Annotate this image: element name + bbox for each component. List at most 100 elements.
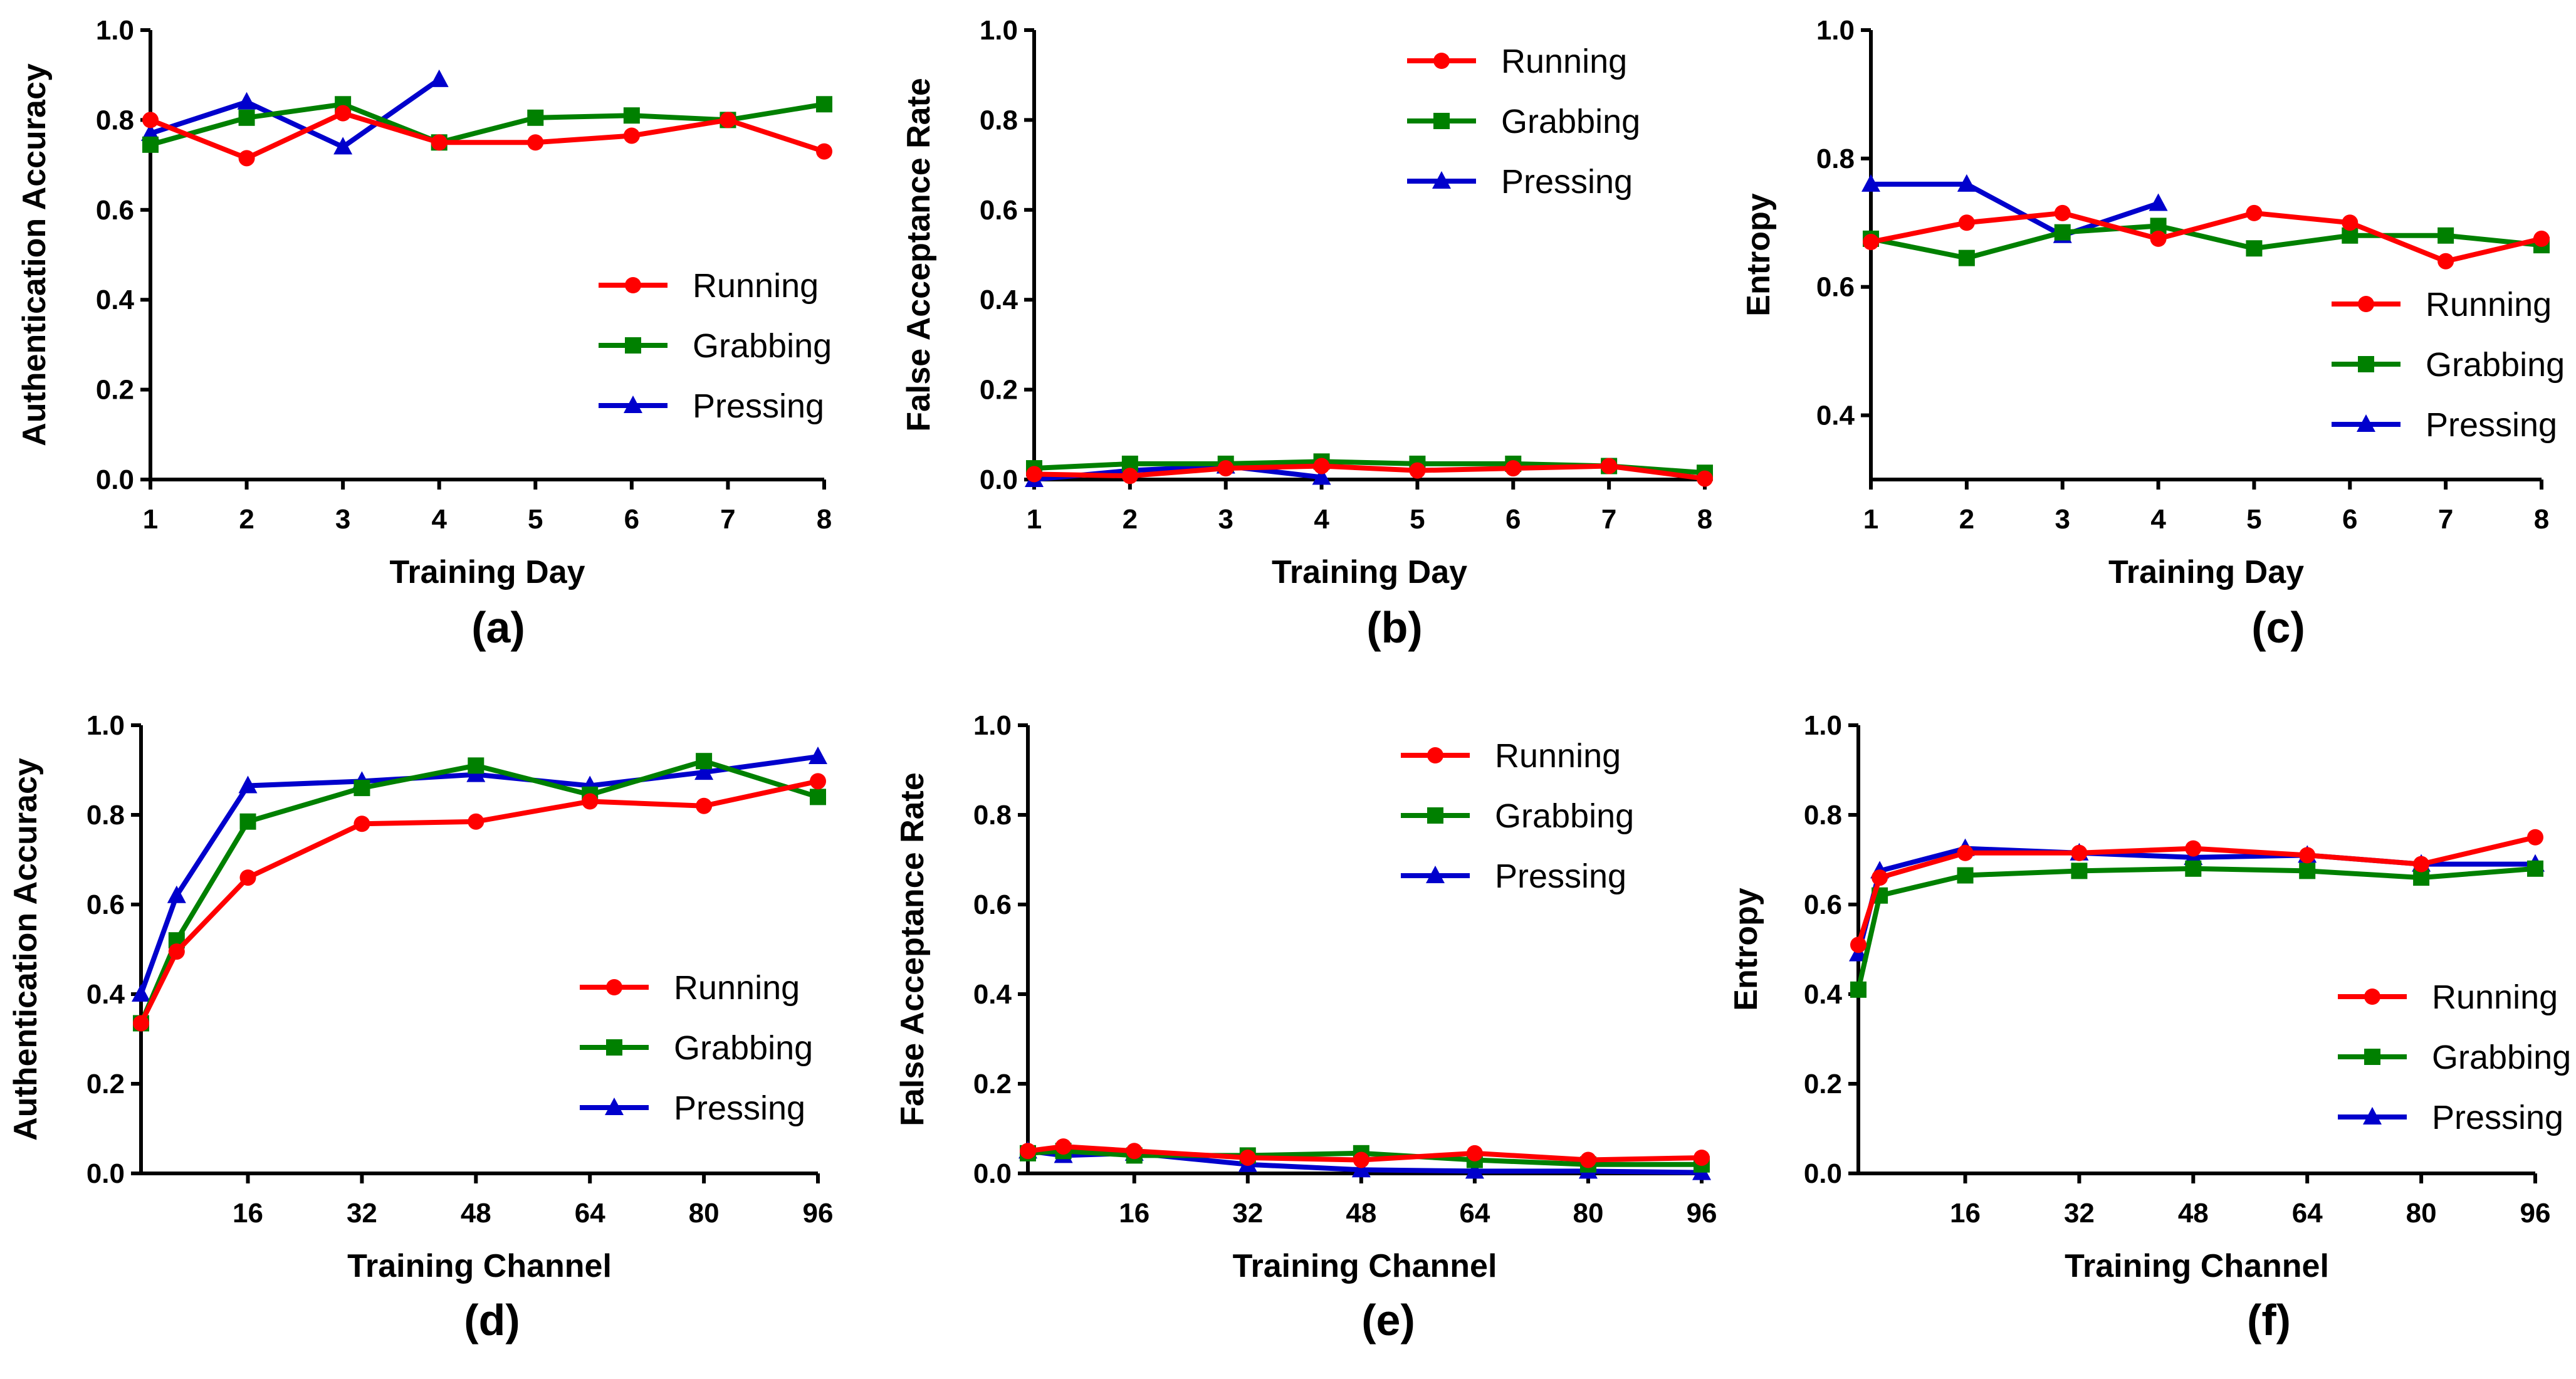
- legend-entry-grabbing: Grabbing: [1401, 797, 1634, 835]
- data-point-pressing: [1861, 174, 1880, 192]
- x-tick-label: 16: [1950, 1198, 1981, 1229]
- x-axis-label: Training Channel: [347, 1248, 612, 1284]
- data-point-running: [2246, 204, 2263, 221]
- data-point-running: [1409, 462, 1426, 479]
- legend-label: Running: [2432, 978, 2558, 1016]
- legend-entry-running: Running: [2332, 286, 2552, 323]
- series-line-grabbing: [1856, 866, 2536, 990]
- y-axis-label: Entropy: [1728, 888, 1764, 1011]
- y-tick-label: 0.2: [973, 1069, 1012, 1099]
- y-axis-label: False Acceptance Rate: [901, 78, 937, 432]
- data-point-running: [1850, 936, 1867, 953]
- legend-entry-running: Running: [2338, 978, 2558, 1016]
- data-point-running: [696, 797, 713, 814]
- data-point-grabbing: [468, 757, 484, 774]
- x-tick-label: 8: [2534, 504, 2549, 535]
- legend-marker: [625, 277, 641, 293]
- x-tick-label: 4: [1314, 504, 1329, 535]
- series-running: [1863, 204, 2550, 270]
- data-point-grabbing: [1850, 981, 1867, 998]
- data-point-grabbing: [2437, 227, 2454, 244]
- series-line-running: [1034, 463, 1705, 481]
- y-tick-label: 0.0: [86, 1158, 125, 1189]
- legend-entry-pressing: Pressing: [580, 1089, 805, 1127]
- x-tick-label: 3: [335, 504, 350, 535]
- legend-marker: [605, 1098, 624, 1115]
- legend-label: Grabbing: [693, 327, 832, 365]
- x-tick-label: 5: [2246, 504, 2261, 535]
- legend-marker: [1433, 113, 1450, 129]
- data-point-pressing: [333, 137, 353, 155]
- legend-entry-pressing: Pressing: [2332, 406, 2557, 444]
- y-tick-label: 0.0: [1804, 1158, 1842, 1189]
- data-point-running: [1126, 1143, 1143, 1160]
- y-tick-label: 0.2: [1804, 1069, 1842, 1099]
- x-tick-label: 4: [431, 504, 447, 535]
- legend-label: Grabbing: [1501, 103, 1640, 140]
- series-line-pressing: [1027, 1148, 1702, 1175]
- x-tick-label: 64: [1459, 1198, 1490, 1229]
- data-point-pressing: [429, 69, 449, 87]
- x-tick-label: 1: [143, 504, 158, 535]
- series-line-grabbing: [1870, 223, 2542, 261]
- legend-label: Running: [693, 267, 819, 305]
- y-tick-label: 0.0: [980, 464, 1018, 495]
- y-tick-label: 1.0: [86, 710, 125, 741]
- data-point-running: [239, 869, 256, 886]
- y-tick-label: 1.0: [1816, 15, 1855, 46]
- data-point-running: [816, 143, 832, 160]
- data-point-running: [1958, 214, 1975, 231]
- y-tick-label: 0.8: [980, 105, 1018, 135]
- legend-label: Grabbing: [2432, 1039, 2571, 1076]
- series-running: [142, 105, 832, 167]
- legend-label: Running: [1495, 737, 1621, 775]
- x-tick-label: 96: [1687, 1198, 1717, 1229]
- y-tick-label: 0.8: [86, 800, 125, 831]
- legend-marker: [2364, 988, 2380, 1005]
- x-tick-label: 1: [1863, 504, 1878, 535]
- legend-label: Grabbing: [674, 1029, 813, 1067]
- data-point-running: [1579, 1151, 1596, 1168]
- x-tick-label: 6: [624, 504, 639, 535]
- y-tick-label: 0.4: [973, 979, 1012, 1010]
- data-point-running: [2437, 253, 2454, 270]
- panel-label: (a): [471, 603, 525, 652]
- x-tick-label: 16: [233, 1198, 263, 1229]
- x-tick-label: 7: [2438, 504, 2453, 535]
- x-tick-label: 6: [1505, 504, 1521, 535]
- data-point-grabbing: [2299, 863, 2316, 879]
- data-point-running: [810, 773, 826, 790]
- series-line-running: [149, 110, 825, 161]
- legend-marker: [606, 1039, 622, 1056]
- series-line-running: [1870, 210, 2542, 264]
- legend-label: Grabbing: [1495, 797, 1634, 835]
- data-point-pressing: [1351, 1160, 1371, 1178]
- y-tick-label: 0.0: [973, 1158, 1012, 1189]
- data-point-running: [1353, 1151, 1369, 1168]
- series-line-grabbing: [139, 758, 819, 1025]
- x-tick-label: 80: [1573, 1198, 1603, 1229]
- chart-panel-d: 0.0 0.2 0.4 0.6 0.8 1.0 16 32 48 64 80 96 Training C…: [8, 710, 833, 1345]
- legend-entry-pressing: Pressing: [2338, 1099, 2563, 1136]
- x-tick-label: 48: [2178, 1198, 2209, 1229]
- x-tick-label: 5: [1410, 504, 1425, 535]
- data-point-grabbing: [238, 109, 255, 126]
- data-point-running: [623, 127, 640, 144]
- y-axis-label: False Acceptance Rate: [894, 772, 931, 1126]
- legend-marker: [1432, 171, 1451, 189]
- series-running: [1020, 1138, 1710, 1168]
- data-point-grabbing: [2246, 240, 2263, 257]
- legend: Running Grabbing Pressing: [1407, 43, 1640, 201]
- legend-entry-grabbing: Grabbing: [1407, 103, 1640, 140]
- panel-label: (e): [1361, 1296, 1415, 1345]
- data-point-running: [720, 112, 736, 128]
- legend-entry-running: Running: [599, 267, 819, 305]
- series-line-pressing: [149, 77, 441, 150]
- data-point-running: [1697, 470, 1713, 487]
- y-tick-label: 0.2: [96, 375, 134, 406]
- y-tick-label: 0.4: [980, 285, 1018, 315]
- data-point-running: [142, 112, 159, 128]
- data-point-grabbing: [810, 789, 826, 805]
- x-tick-label: 48: [461, 1198, 491, 1229]
- legend: Running Grabbing Pressing: [2332, 286, 2565, 444]
